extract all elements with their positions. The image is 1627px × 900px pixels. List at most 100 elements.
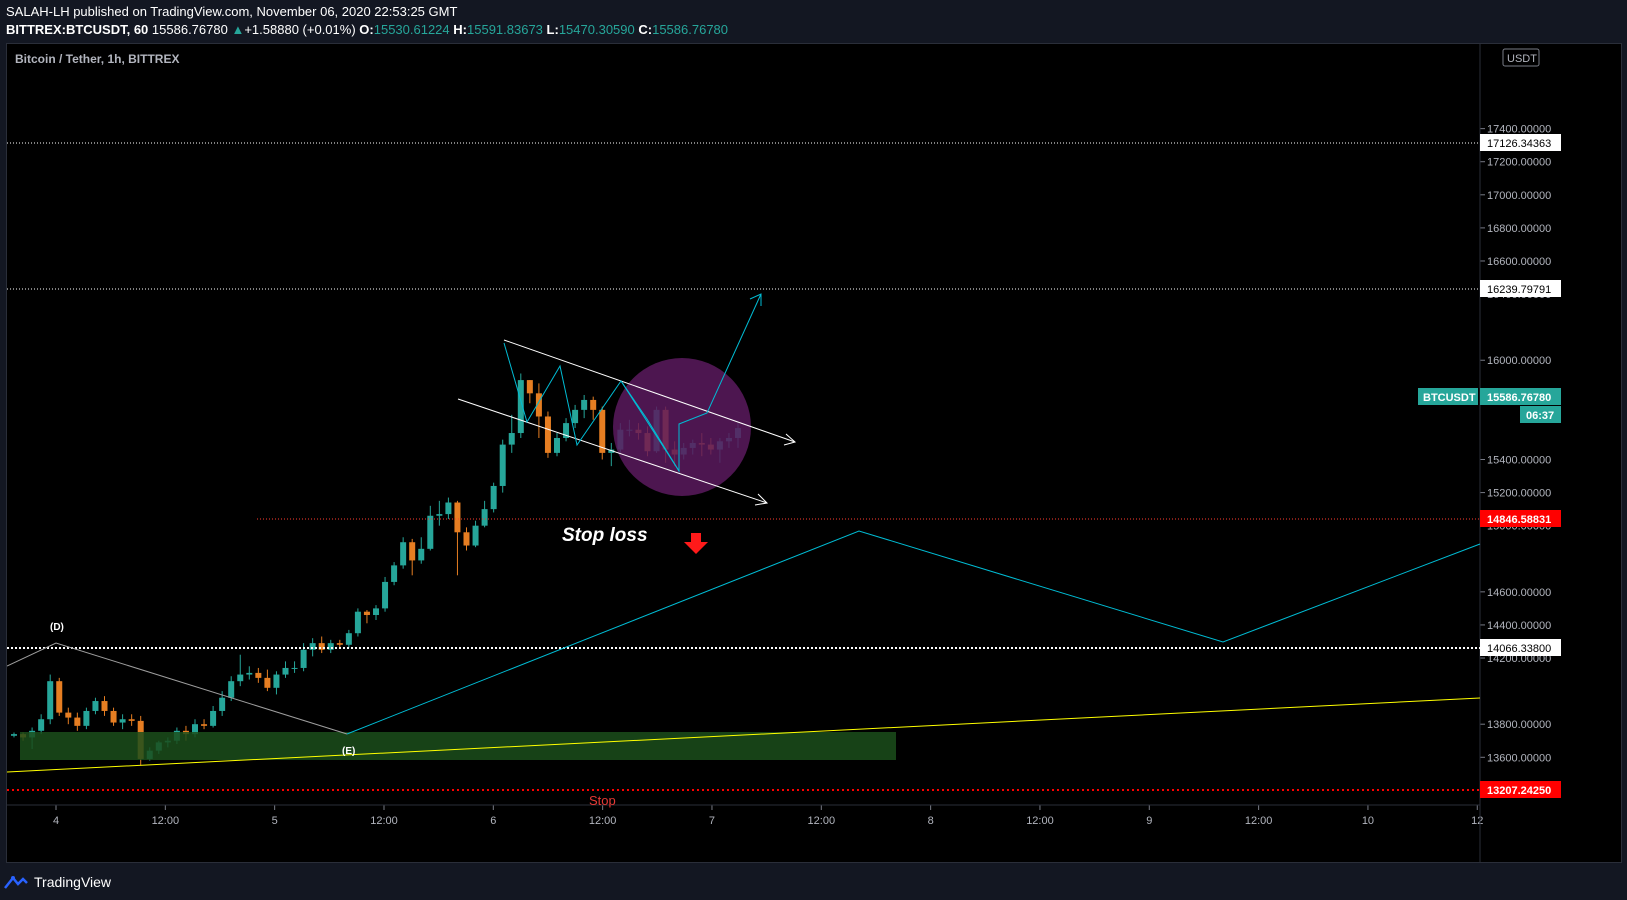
highlight-circle[interactable] — [613, 358, 751, 496]
time-tick-label: 12:00 — [152, 815, 180, 827]
price-tick-label: 16600.00000 — [1487, 256, 1551, 268]
stop-loss-label: Stop loss — [562, 525, 648, 546]
candle-body — [590, 399, 597, 410]
change-value: +1.58880 (+0.01%) — [244, 22, 356, 37]
candle-body — [363, 611, 370, 616]
candle — [472, 520, 479, 548]
channel-lower-line[interactable] — [457, 398, 768, 504]
candle-body — [246, 672, 253, 675]
candle-body — [300, 649, 307, 668]
price-tick-label: 13800.00000 — [1487, 719, 1551, 731]
candle — [463, 527, 470, 551]
price-tick-label: 17200.00000 — [1487, 157, 1551, 169]
candle-body — [38, 719, 45, 731]
level-box-14846 — [1480, 510, 1561, 527]
candle-body — [463, 532, 470, 546]
candle — [454, 500, 461, 576]
candle — [201, 719, 208, 730]
publisher-line: SALAH-LH published on TradingView.com, N… — [6, 4, 457, 19]
candle-body — [255, 672, 262, 678]
channel-lower-arrowhead — [754, 493, 769, 506]
level-label-14846: 14846.58831 — [1487, 514, 1551, 526]
current-price-label: 15586.76780 — [1487, 392, 1551, 404]
demand-zone[interactable] — [20, 732, 896, 760]
candle — [535, 383, 542, 438]
candle-body — [101, 701, 108, 711]
countdown-box — [1520, 406, 1561, 423]
candle — [56, 677, 63, 716]
tradingview-brand[interactable]: TradingView — [4, 874, 111, 890]
level-label-14066: 14066.33800 — [1487, 643, 1551, 655]
candle — [83, 707, 90, 730]
time-tick-label: 12:00 — [1245, 815, 1273, 827]
candle — [92, 697, 99, 715]
high-label: H: — [453, 22, 467, 37]
candle — [427, 505, 434, 551]
candle-body — [391, 565, 398, 582]
candle — [210, 705, 217, 728]
candle — [255, 667, 262, 683]
candle-body — [599, 409, 606, 453]
candle — [291, 661, 298, 673]
time-tick-label: 12:00 — [589, 815, 617, 827]
candle-body — [472, 525, 479, 546]
candle — [563, 418, 570, 442]
candle — [445, 497, 452, 520]
candle — [47, 674, 54, 725]
diagonal-grey-line[interactable] — [7, 642, 348, 735]
candle — [354, 608, 361, 637]
candle — [499, 439, 506, 493]
price-tick-label: 17400.00000 — [1487, 124, 1551, 136]
candle — [273, 671, 280, 695]
current-price-symbol: BTCUSDT — [1423, 392, 1476, 404]
time-tick-label: 7 — [709, 815, 715, 827]
candle — [101, 696, 108, 716]
candle — [345, 629, 352, 649]
candle-body — [11, 734, 17, 736]
up-arrow-icon: ▲ — [231, 22, 245, 37]
candle — [327, 639, 334, 654]
chart-canvas[interactable]: 17400.00000 17200.00000 17000.00000 16800.0… — [7, 44, 1621, 862]
time-tick-label: 6 — [490, 815, 496, 827]
candle-body — [445, 502, 452, 515]
candle-body — [47, 681, 54, 720]
candle-body — [128, 719, 135, 721]
candle-body — [65, 712, 72, 718]
candle-body — [354, 611, 361, 634]
candle-body — [74, 717, 81, 726]
currency-badge[interactable]: USDT — [1507, 53, 1537, 65]
candle — [400, 537, 407, 569]
candle-body — [544, 416, 551, 453]
candle — [590, 396, 597, 420]
candle-body — [608, 449, 615, 453]
symbol-label[interactable]: BITTREX:BTCUSDT, 60 — [6, 22, 149, 37]
time-tick-label: 12:00 — [1026, 815, 1054, 827]
chart-title: Bitcoin / Tether, 1h, BITTREX — [15, 52, 179, 66]
candle — [119, 714, 126, 730]
level-label-17126: 17126.34363 — [1487, 138, 1551, 150]
currency-badge-box[interactable] — [1502, 48, 1540, 67]
level-box-16239 — [1480, 280, 1561, 297]
price-tick-label: 16800.00000 — [1487, 223, 1551, 235]
candle-body — [563, 423, 570, 438]
current-price-symbol-box — [1418, 388, 1478, 405]
candle-body — [409, 542, 416, 561]
candle-body — [201, 724, 208, 726]
zigzag-cyan-line[interactable] — [346, 530, 1481, 735]
time-tick-label: 4 — [53, 815, 59, 827]
candle-body — [228, 681, 235, 698]
publisher-text: SALAH-LH published on TradingView.com, N… — [6, 4, 458, 19]
candle — [318, 636, 325, 654]
level-label-16239: 16239.79791 — [1487, 284, 1551, 296]
time-tick-label: 5 — [272, 815, 278, 827]
low-label: L: — [546, 22, 559, 37]
channel-upper-line[interactable] — [503, 339, 796, 443]
candle-body — [119, 719, 126, 723]
candle-body — [436, 514, 443, 516]
time-tick-label: 12 — [1471, 815, 1483, 827]
chart-frame[interactable]: 17400.00000 17200.00000 17000.00000 16800.0… — [6, 43, 1622, 863]
candle-body — [418, 548, 425, 561]
candle-body — [554, 437, 560, 453]
open-value: 15530.61224 — [373, 22, 450, 37]
support-trendline[interactable] — [7, 697, 1481, 773]
